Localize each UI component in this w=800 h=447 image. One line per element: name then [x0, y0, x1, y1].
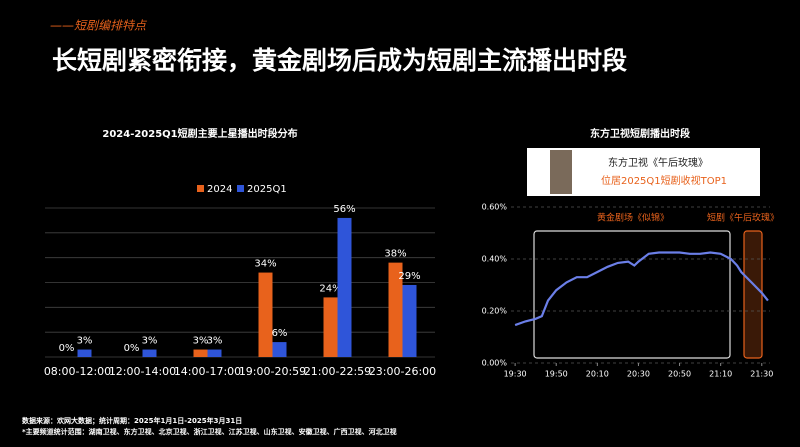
- chart-title: 2024-2025Q1短剧主要上星播出时段分布: [102, 127, 297, 140]
- y-tick-label: 0.20%: [482, 307, 508, 316]
- x-tick-label: 21:00-22:59: [304, 365, 371, 378]
- x-tick-label: 20:50: [668, 370, 691, 379]
- x-tick-label: 14:00-17:00: [174, 365, 241, 378]
- line: [514, 251, 769, 327]
- x-tick-label: 12:00-14:00: [109, 365, 176, 378]
- source: 数据来源：欢网大数据；统计周期：2025年1月1日-2025年3月31日: [22, 416, 242, 425]
- value-label: 29%: [398, 271, 420, 282]
- bar: [388, 262, 403, 357]
- value-label: 3%: [77, 336, 93, 347]
- slide-title: 长短剧紧密衔接，黄金剧场后成为短剧主流播出时段: [52, 46, 627, 75]
- bar: [323, 297, 338, 357]
- bar: [193, 349, 208, 357]
- callout-title: 东方卫视《午后玫瑰》: [608, 156, 708, 169]
- highlight-box: [743, 230, 763, 359]
- highlight-box: [533, 230, 731, 359]
- value-label: 3%: [193, 336, 209, 347]
- x-tick-label: 19:00-20:59: [239, 365, 306, 378]
- bar: [402, 284, 417, 357]
- poster: [550, 150, 572, 194]
- footnote: *主要频道统计范围：湖南卫视、东方卫视、北京卫视、浙江卫视、江苏卫视、山东卫视、…: [22, 427, 397, 436]
- section-label: ——短剧编排特点: [50, 19, 148, 33]
- legend-swatch: [197, 185, 204, 192]
- value-label: 56%: [333, 204, 355, 215]
- y-tick-label: 0.40%: [482, 255, 508, 264]
- value-label: 0%: [124, 343, 140, 354]
- y-tick-label: 0.00%: [482, 359, 508, 368]
- x-tick-label: 19:30: [504, 370, 527, 379]
- legend-label: 2025Q1: [247, 184, 287, 195]
- bar: [258, 272, 273, 357]
- bar: [77, 349, 92, 357]
- value-label: 34%: [254, 259, 276, 270]
- x-tick-label: 20:30: [627, 370, 650, 379]
- value-label: 3%: [142, 336, 158, 347]
- chart-title: 东方卫视短剧播出时段: [590, 127, 690, 140]
- value-label: 3%: [207, 336, 223, 347]
- x-tick-label: 21:10: [709, 370, 732, 379]
- legend-label: 2024: [207, 184, 232, 195]
- x-tick-label: 08:00-12:00: [44, 365, 111, 378]
- bar: [207, 349, 222, 357]
- x-tick-label: 23:00-26:00: [369, 365, 436, 378]
- x-tick-label: 20:10: [586, 370, 609, 379]
- bar: [337, 217, 352, 357]
- annotation: 短剧《午后玫瑰》: [707, 212, 779, 224]
- bar: [142, 349, 157, 357]
- legend-swatch: [237, 185, 244, 192]
- value-label: 6%: [272, 328, 288, 339]
- annotation: 黄金剧场《似锦》: [597, 212, 669, 224]
- value-label: 0%: [59, 343, 75, 354]
- y-tick-label: 0.60%: [482, 203, 508, 212]
- value-label: 38%: [384, 249, 406, 260]
- x-tick-label: 19:50: [545, 370, 568, 379]
- value-label: 24%: [319, 283, 341, 294]
- x-tick-label: 21:30: [750, 370, 773, 379]
- callout-subtitle: 位居2025Q1短剧收视TOP1: [601, 174, 727, 187]
- bar: [272, 342, 287, 357]
